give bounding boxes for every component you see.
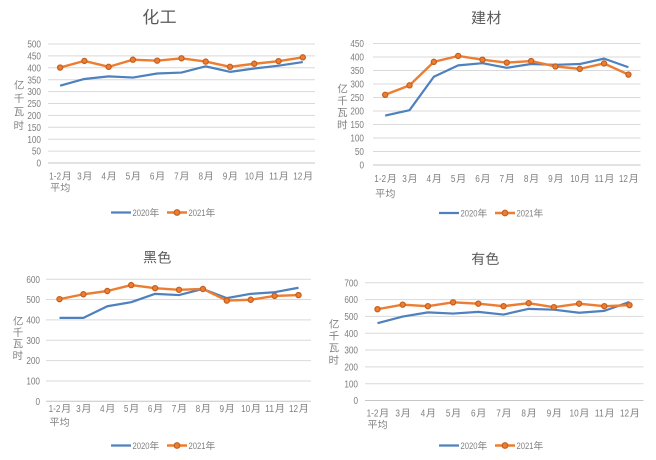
svg-text:500: 500 xyxy=(27,40,41,51)
svg-text:400: 400 xyxy=(344,329,358,340)
svg-text:9: 9 xyxy=(223,172,228,183)
svg-text:10: 10 xyxy=(570,409,579,420)
svg-text:300: 300 xyxy=(26,336,40,347)
svg-text:1-2: 1-2 xyxy=(367,409,379,420)
svg-text:4: 4 xyxy=(421,409,426,420)
svg-text:2021: 2021 xyxy=(189,441,206,451)
svg-text:200: 200 xyxy=(27,111,41,122)
svg-text:100: 100 xyxy=(344,379,358,390)
svg-text:7: 7 xyxy=(496,409,501,420)
svg-text:500: 500 xyxy=(26,295,40,306)
svg-text:600: 600 xyxy=(344,295,358,306)
svg-text:50: 50 xyxy=(355,147,364,158)
svg-text:2020: 2020 xyxy=(461,441,478,451)
svg-text:1-2: 1-2 xyxy=(374,174,386,185)
svg-text:2021: 2021 xyxy=(189,208,206,218)
svg-text:5: 5 xyxy=(446,409,451,420)
svg-text:0: 0 xyxy=(35,397,40,408)
svg-text:11: 11 xyxy=(595,174,604,185)
svg-text:150: 150 xyxy=(350,120,364,131)
svg-text:250: 250 xyxy=(27,99,41,110)
svg-text:200: 200 xyxy=(26,356,40,367)
svg-text:50: 50 xyxy=(32,147,41,158)
svg-text:8: 8 xyxy=(521,409,526,420)
svg-text:1-2: 1-2 xyxy=(49,172,61,183)
svg-text:400: 400 xyxy=(27,63,41,74)
svg-text:1-2: 1-2 xyxy=(49,404,61,415)
svg-text:12: 12 xyxy=(293,172,302,183)
svg-text:600: 600 xyxy=(26,275,40,286)
svg-text:10: 10 xyxy=(241,404,250,415)
svg-text:0: 0 xyxy=(353,396,358,407)
svg-text:2020: 2020 xyxy=(133,208,150,218)
svg-text:4: 4 xyxy=(100,404,105,415)
svg-text:8: 8 xyxy=(198,172,203,183)
svg-text:5: 5 xyxy=(126,172,131,183)
svg-text:11: 11 xyxy=(265,404,274,415)
svg-text:100: 100 xyxy=(27,135,41,146)
svg-text:300: 300 xyxy=(344,346,358,357)
svg-text:12: 12 xyxy=(620,409,629,420)
svg-text:6: 6 xyxy=(148,404,153,415)
svg-text:6: 6 xyxy=(150,172,155,183)
svg-text:4: 4 xyxy=(101,172,106,183)
svg-text:200: 200 xyxy=(350,107,364,118)
svg-text:10: 10 xyxy=(570,174,579,185)
svg-text:250: 250 xyxy=(350,93,364,104)
svg-text:0: 0 xyxy=(36,159,41,170)
svg-text:300: 300 xyxy=(27,87,41,98)
svg-text:7: 7 xyxy=(172,404,177,415)
svg-text:7: 7 xyxy=(174,172,179,183)
svg-text:300: 300 xyxy=(350,80,364,91)
svg-text:9: 9 xyxy=(548,174,553,185)
svg-text:6: 6 xyxy=(475,174,480,185)
svg-text:10: 10 xyxy=(245,172,254,183)
svg-text:12: 12 xyxy=(289,404,298,415)
svg-text:200: 200 xyxy=(344,362,358,373)
svg-text:350: 350 xyxy=(350,66,364,77)
svg-text:0: 0 xyxy=(359,161,364,172)
svg-text:9: 9 xyxy=(220,404,225,415)
svg-text:100: 100 xyxy=(350,134,364,145)
svg-text:12: 12 xyxy=(619,174,628,185)
svg-text:7: 7 xyxy=(500,174,505,185)
svg-text:100: 100 xyxy=(26,377,40,388)
svg-text:350: 350 xyxy=(27,75,41,86)
svg-text:2020: 2020 xyxy=(133,441,150,451)
svg-text:3: 3 xyxy=(402,174,407,185)
svg-text:11: 11 xyxy=(269,172,278,183)
svg-text:8: 8 xyxy=(524,174,529,185)
svg-text:8: 8 xyxy=(196,404,201,415)
svg-text:2021: 2021 xyxy=(517,441,534,451)
svg-text:2020: 2020 xyxy=(461,208,478,218)
svg-text:3: 3 xyxy=(395,409,400,420)
svg-text:5: 5 xyxy=(451,174,456,185)
svg-text:700: 700 xyxy=(344,278,358,289)
svg-text:400: 400 xyxy=(350,53,364,64)
svg-text:500: 500 xyxy=(344,312,358,323)
svg-text:2021: 2021 xyxy=(517,208,534,218)
svg-text:150: 150 xyxy=(27,123,41,134)
svg-text:450: 450 xyxy=(27,52,41,63)
svg-text:4: 4 xyxy=(427,174,432,185)
svg-text:9: 9 xyxy=(547,409,552,420)
svg-text:3: 3 xyxy=(76,404,81,415)
svg-text:5: 5 xyxy=(124,404,129,415)
svg-text:3: 3 xyxy=(77,172,82,183)
svg-text:11: 11 xyxy=(595,409,604,420)
svg-text:6: 6 xyxy=(471,409,476,420)
svg-text:450: 450 xyxy=(350,39,364,50)
svg-text:400: 400 xyxy=(26,316,40,327)
